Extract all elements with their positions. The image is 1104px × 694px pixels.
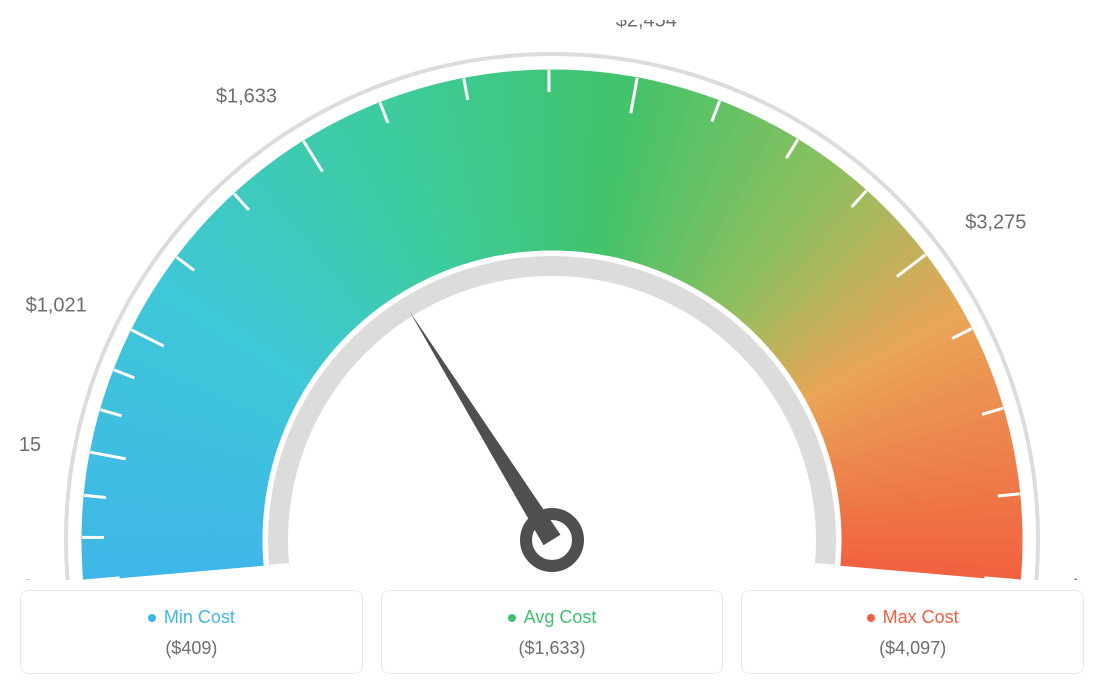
legend-label-text: Max Cost	[883, 607, 959, 628]
legend-label-text: Min Cost	[164, 607, 235, 628]
legend-card-min: Min Cost ($409)	[20, 590, 363, 674]
tick-label: $3,275	[965, 211, 1026, 233]
legend-value-min: ($409)	[31, 638, 352, 659]
gauge-svg: $409 $715 $1,021 $1,633 $2,454 $3,275 $4,097	[20, 20, 1084, 580]
legend-value-avg: ($1,633)	[392, 638, 713, 659]
gauge-needle	[409, 311, 560, 545]
tick-label: $715	[20, 434, 41, 456]
legend-value-max: ($4,097)	[752, 638, 1073, 659]
tick-label: $1,633	[216, 86, 277, 108]
cost-gauge-container: $409 $715 $1,021 $1,633 $2,454 $3,275 $4,097 M…	[20, 20, 1084, 674]
dot-icon	[148, 614, 156, 622]
legend-row: Min Cost ($409) Avg Cost ($1,633) Max Cost ($…	[20, 590, 1084, 674]
dot-icon	[508, 614, 516, 622]
legend-label-min: Min Cost	[148, 607, 235, 628]
tick-label: $1,021	[26, 295, 87, 317]
tick-label: $4,097	[1070, 576, 1084, 580]
tick-label: $2,454	[616, 20, 677, 32]
legend-card-avg: Avg Cost ($1,633)	[381, 590, 724, 674]
legend-label-max: Max Cost	[867, 607, 959, 628]
legend-label-text: Avg Cost	[524, 607, 597, 628]
gauge-ring	[82, 70, 1022, 580]
gauge-chart: $409 $715 $1,021 $1,633 $2,454 $3,275 $4,097	[20, 20, 1084, 580]
dot-icon	[867, 614, 875, 622]
legend-card-max: Max Cost ($4,097)	[741, 590, 1084, 674]
legend-label-avg: Avg Cost	[508, 607, 597, 628]
tick-label: $409	[20, 576, 34, 580]
